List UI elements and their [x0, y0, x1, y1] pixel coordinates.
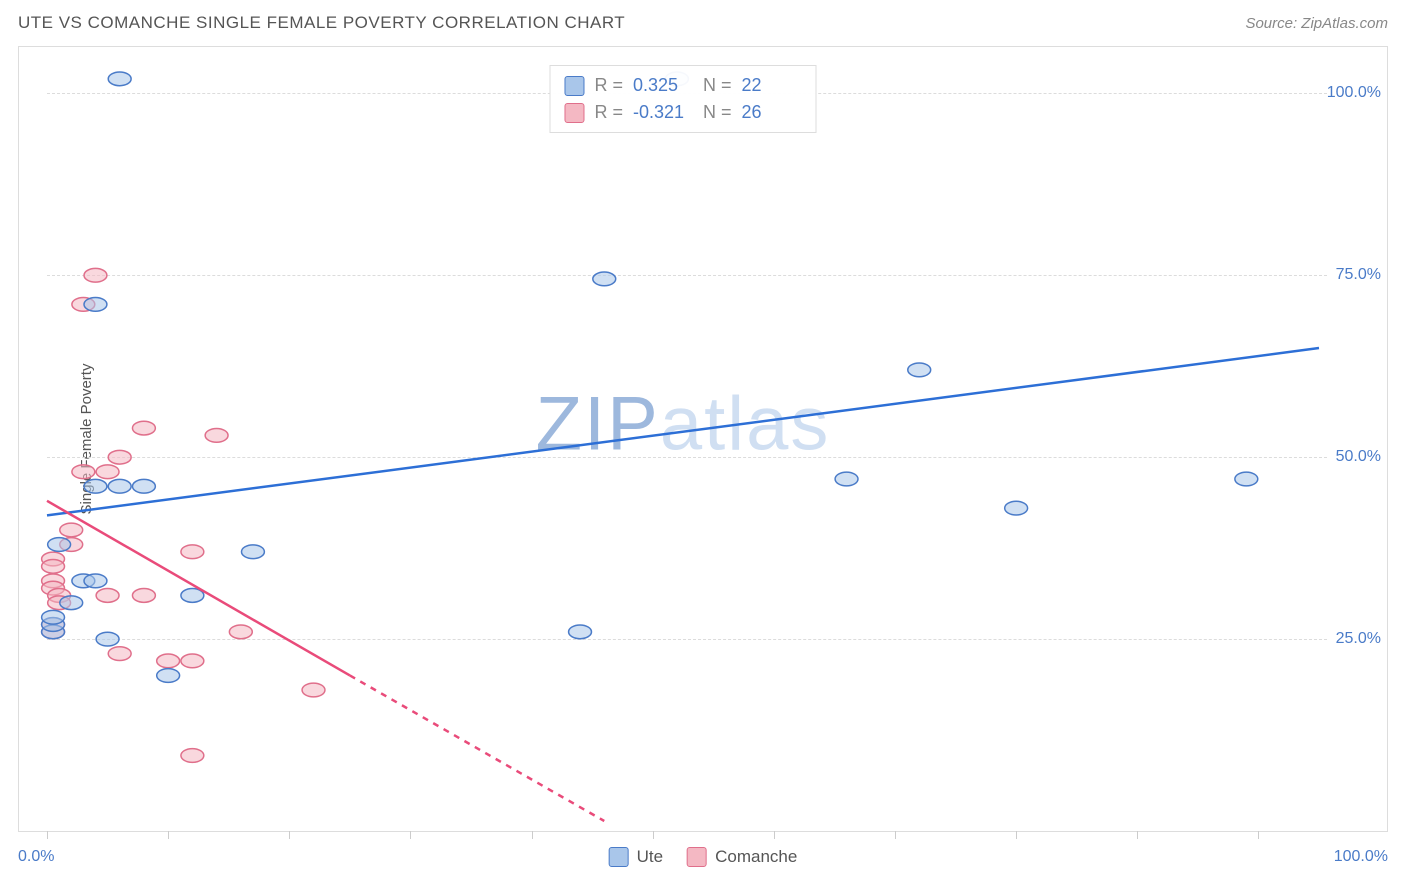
- y-tick-label: 50.0%: [1336, 448, 1381, 466]
- scatter-point: [241, 545, 264, 559]
- n-label: N =: [703, 99, 732, 126]
- ute-swatch-icon: [564, 76, 584, 96]
- ute-swatch-icon: [609, 847, 629, 867]
- y-tick-label: 25.0%: [1336, 630, 1381, 648]
- scatter-point: [84, 268, 107, 282]
- scatter-point: [72, 465, 95, 479]
- scatter-point: [593, 272, 616, 286]
- scatter-point: [60, 596, 83, 610]
- scatter-point: [132, 421, 155, 435]
- comanche-r-value: -0.321: [633, 99, 693, 126]
- r-label: R =: [594, 72, 623, 99]
- scatter-point: [205, 428, 228, 442]
- ute-n-value: 22: [742, 72, 802, 99]
- series-legend: Ute Comanche: [609, 847, 798, 867]
- scatter-point: [569, 625, 592, 639]
- y-tick-label: 100.0%: [1327, 84, 1381, 102]
- x-tick: [1016, 831, 1017, 839]
- stats-row-ute: R = 0.325 N = 22: [564, 72, 801, 99]
- scatter-point: [132, 589, 155, 603]
- plot-area: ZIPatlas Single Female Poverty 25.0%50.0…: [47, 57, 1319, 821]
- scatter-point: [108, 647, 131, 661]
- x-tick: [47, 831, 48, 839]
- x-tick: [653, 831, 654, 839]
- scatter-point: [181, 654, 204, 668]
- x-axis-min-label: 0.0%: [18, 848, 54, 866]
- x-axis-max-label: 100.0%: [1334, 848, 1388, 866]
- scatter-point: [96, 465, 119, 479]
- source-attribution: Source: ZipAtlas.com: [1245, 15, 1388, 32]
- legend-label-comanche: Comanche: [715, 847, 797, 867]
- x-tick: [774, 831, 775, 839]
- scatter-point: [908, 363, 931, 377]
- scatter-point: [84, 298, 107, 312]
- r-label: R =: [594, 99, 623, 126]
- n-label: N =: [703, 72, 732, 99]
- scatter-point: [96, 589, 119, 603]
- scatter-plot-svg: [47, 57, 1319, 821]
- scatter-point: [1235, 472, 1258, 486]
- x-tick: [1258, 831, 1259, 839]
- legend-item-ute: Ute: [609, 847, 663, 867]
- scatter-point: [42, 610, 65, 624]
- scatter-point: [302, 683, 325, 697]
- scatter-point: [181, 545, 204, 559]
- comanche-swatch-icon: [687, 847, 707, 867]
- scatter-point: [108, 72, 131, 86]
- scatter-point: [132, 479, 155, 493]
- scatter-point: [84, 574, 107, 588]
- comanche-n-value: 26: [742, 99, 802, 126]
- x-tick: [289, 831, 290, 839]
- x-tick: [1137, 831, 1138, 839]
- regression-line: [47, 348, 1319, 515]
- x-tick: [895, 831, 896, 839]
- y-tick-label: 75.0%: [1336, 266, 1381, 284]
- legend-item-comanche: Comanche: [687, 847, 797, 867]
- scatter-point: [835, 472, 858, 486]
- chart-frame: ZIPatlas Single Female Poverty 25.0%50.0…: [18, 46, 1388, 832]
- legend-label-ute: Ute: [637, 847, 663, 867]
- scatter-point: [48, 538, 71, 552]
- chart-header: UTE VS COMANCHE SINGLE FEMALE POVERTY CO…: [0, 0, 1406, 46]
- scatter-point: [108, 479, 131, 493]
- scatter-point: [1005, 501, 1028, 515]
- scatter-point: [157, 654, 180, 668]
- x-tick: [168, 831, 169, 839]
- ute-r-value: 0.325: [633, 72, 693, 99]
- correlation-stats-box: R = 0.325 N = 22 R = -0.321 N = 26: [549, 65, 816, 133]
- scatter-point: [84, 479, 107, 493]
- x-tick: [410, 831, 411, 839]
- scatter-point: [42, 559, 65, 573]
- x-tick: [532, 831, 533, 839]
- scatter-point: [108, 450, 131, 464]
- regression-line: [350, 675, 604, 821]
- scatter-point: [60, 523, 83, 537]
- chart-footer: 0.0% Ute Comanche 100.0%: [18, 840, 1388, 874]
- comanche-swatch-icon: [564, 103, 584, 123]
- scatter-point: [157, 669, 180, 683]
- stats-row-comanche: R = -0.321 N = 26: [564, 99, 801, 126]
- scatter-point: [181, 749, 204, 763]
- scatter-point: [96, 632, 119, 646]
- scatter-point: [229, 625, 252, 639]
- chart-title: UTE VS COMANCHE SINGLE FEMALE POVERTY CO…: [18, 13, 625, 33]
